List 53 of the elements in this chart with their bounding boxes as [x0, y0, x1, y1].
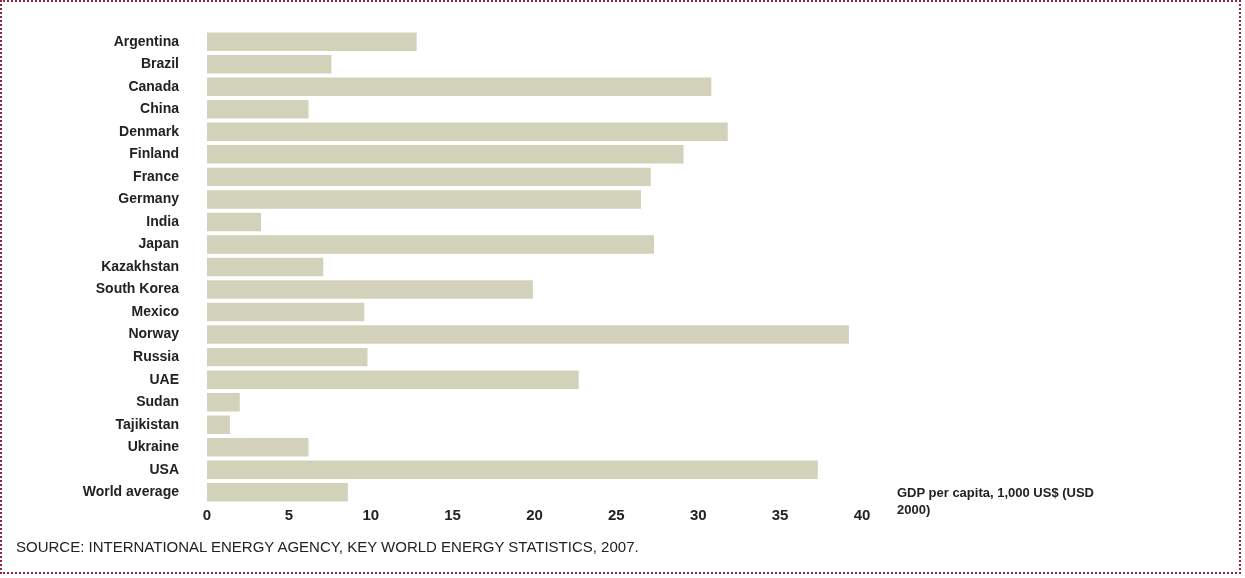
y-tick-label: Kazakhstan [101, 257, 179, 274]
y-tick-label: Russia [133, 347, 180, 364]
y-tick-label: USA [149, 460, 179, 477]
x-tick-label: 35 [771, 505, 789, 523]
bar [207, 392, 240, 412]
bar [207, 54, 332, 74]
y-tick-label: South Korea [95, 280, 180, 297]
bar [207, 280, 533, 299]
y-tick-label: Tajikistan [115, 415, 179, 432]
x-tick-label: 20 [526, 505, 543, 523]
bar [207, 257, 324, 277]
y-tick-label: France [133, 167, 180, 184]
bar [207, 122, 728, 142]
bar [207, 347, 368, 367]
x-tick-label: 25 [608, 505, 625, 523]
bar [207, 483, 348, 502]
y-tick-label: World average [82, 483, 180, 500]
x-tick-label: 10 [362, 505, 380, 523]
y-tick-label: Norway [128, 325, 180, 342]
bar [207, 235, 655, 254]
x-tick-label: 0 [202, 505, 212, 523]
bar [207, 460, 818, 480]
bar [207, 190, 641, 209]
y-tick-label: UAE [149, 370, 179, 387]
y-tick-label: Argentina [113, 32, 180, 49]
bar [207, 302, 365, 322]
y-tick-label: China [140, 100, 180, 117]
y-tick-label: Japan [138, 235, 179, 252]
y-tick-label: Canada [128, 77, 180, 94]
y-tick-label: Finland [129, 145, 179, 162]
x-tick-label: 5 [284, 505, 294, 523]
bar [207, 415, 230, 434]
bar [207, 145, 684, 164]
y-tick-label: Brazil [140, 55, 179, 72]
y-tick-label: Ukraine [127, 438, 180, 455]
bar [207, 212, 262, 232]
bar [207, 77, 712, 96]
bar [207, 32, 417, 51]
bar [207, 167, 651, 187]
bar [207, 370, 579, 389]
y-tick-label: Mexico [131, 302, 179, 319]
x-axis-title: GDP per capita, 1,000 US$ (USD 2000) [897, 484, 1095, 518]
bar [207, 100, 309, 119]
source-note: SOURCE: INTERNATIONAL ENERGY AGENCY, KEY WORLD ENERGY STATISTICS, 2007. [16, 538, 639, 555]
x-tick-label: 40 [853, 505, 871, 523]
y-tick-label: India [146, 212, 180, 229]
y-tick-label: Sudan [136, 393, 179, 410]
y-tick-label: Germany [118, 190, 180, 207]
x-tick-label: 15 [444, 505, 461, 523]
bar [207, 438, 309, 457]
y-tick-label: Denmark [119, 122, 180, 139]
x-tick-label: 30 [689, 505, 707, 523]
bar [207, 325, 849, 344]
